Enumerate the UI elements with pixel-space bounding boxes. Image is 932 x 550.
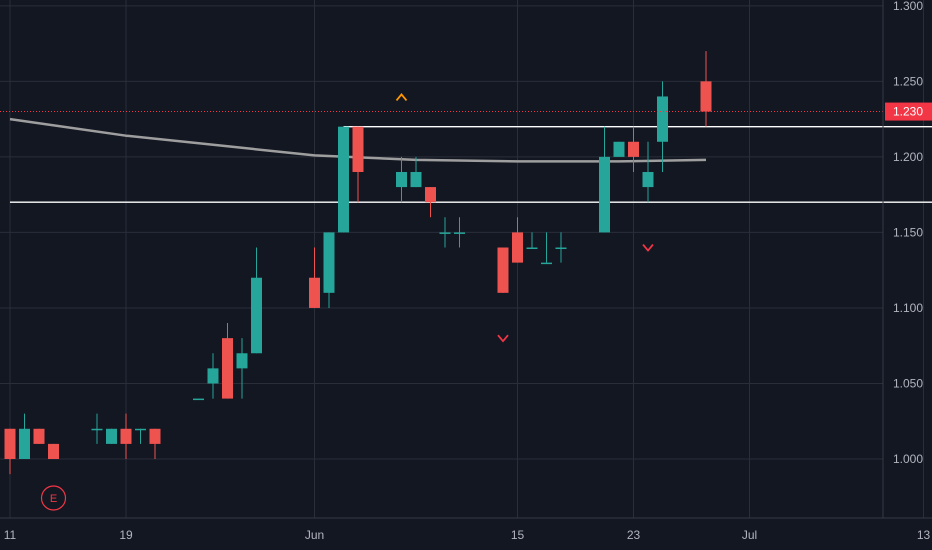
candle	[207, 353, 219, 399]
candle-body	[599, 156, 610, 233]
caret-down-icon	[642, 243, 654, 252]
candle-body	[309, 277, 320, 308]
earnings-markers[interactable]: EE	[40, 485, 932, 511]
grid	[0, 0, 924, 518]
y-tick-label: 1.300	[893, 0, 923, 13]
last-price-tag: 1.230	[885, 102, 932, 121]
candle-body	[628, 141, 639, 157]
candle	[309, 247, 320, 308]
x-tick-label: Jul	[742, 528, 757, 542]
candle	[222, 323, 233, 399]
candle-body	[19, 428, 30, 459]
candle-body	[396, 171, 407, 188]
candle	[4, 428, 16, 475]
candle-body	[497, 247, 509, 293]
candle-body	[193, 398, 204, 401]
candle	[106, 428, 117, 444]
candle	[251, 247, 262, 354]
last-price-tag-bg	[885, 102, 932, 121]
candle-body	[236, 353, 248, 369]
candle	[48, 443, 59, 459]
candle-body	[425, 187, 436, 203]
x-tick-label: 19	[119, 528, 133, 542]
candle	[33, 428, 45, 444]
candle-body	[642, 171, 654, 188]
candle-body	[33, 428, 45, 444]
candle-body	[48, 443, 59, 459]
candle	[541, 232, 552, 265]
candle-body	[4, 428, 16, 459]
candle	[91, 413, 103, 444]
candle	[628, 126, 639, 172]
candle-body	[512, 232, 523, 263]
candle-body	[454, 232, 465, 234]
x-tick-label: 23	[627, 528, 641, 542]
signals	[395, 93, 654, 343]
y-tick-label: 1.150	[893, 225, 923, 239]
candle	[454, 217, 465, 248]
y-tick-label: 1.200	[893, 150, 923, 164]
candle	[613, 141, 625, 157]
candle-body	[439, 232, 451, 234]
x-tick-label: 13	[917, 528, 931, 542]
candle-body	[541, 262, 552, 265]
candle-body	[338, 126, 349, 233]
candle	[439, 217, 451, 248]
candle	[555, 232, 567, 263]
candle-body	[657, 96, 668, 142]
y-tick-label: 1.050	[893, 376, 923, 390]
candle	[657, 81, 668, 172]
candle	[410, 156, 422, 188]
candle-body	[149, 428, 161, 444]
x-tick-label: 15	[511, 528, 525, 542]
candle-body	[120, 428, 132, 444]
candle	[526, 232, 538, 250]
caret-up-icon	[395, 93, 408, 102]
candle	[193, 398, 204, 401]
candle-body	[251, 277, 262, 354]
candle-body	[352, 126, 364, 172]
candle-body	[323, 232, 335, 293]
candle	[352, 126, 364, 203]
x-tick-label: Jun	[305, 528, 324, 542]
last-price-value: 1.230	[893, 105, 923, 119]
candle	[323, 232, 335, 308]
x-tick-label: 11	[4, 528, 17, 542]
candle	[135, 428, 146, 444]
candle	[120, 413, 132, 459]
candle-body	[91, 428, 103, 431]
candle	[425, 187, 436, 218]
candle	[497, 247, 509, 293]
candle	[512, 217, 523, 263]
caret-down-icon	[497, 334, 509, 343]
candle-body	[526, 247, 538, 250]
candle	[700, 51, 712, 127]
y-tick-label: 1.100	[893, 301, 923, 315]
candle-body	[555, 247, 567, 250]
candle	[338, 126, 349, 233]
y-tick-label: 1.250	[893, 74, 923, 88]
horizontal-lines[interactable]	[10, 126, 932, 203]
candle-body	[410, 171, 422, 188]
candle	[396, 156, 407, 203]
candle	[599, 126, 610, 233]
candle	[642, 141, 654, 203]
candle	[19, 413, 30, 459]
y-tick-label: 1.000	[893, 452, 923, 466]
candle	[236, 338, 248, 399]
candle	[149, 428, 161, 459]
earnings-marker[interactable]: E	[40, 485, 67, 511]
candle-body	[613, 141, 625, 157]
earnings-circle-icon[interactable]	[40, 485, 67, 511]
candle-body	[135, 428, 146, 431]
candles	[4, 51, 712, 475]
candle-body	[700, 81, 712, 112]
candle-body	[106, 428, 117, 444]
earnings-label: E	[50, 493, 57, 505]
candle-body	[222, 338, 233, 399]
candle-body	[207, 368, 219, 384]
